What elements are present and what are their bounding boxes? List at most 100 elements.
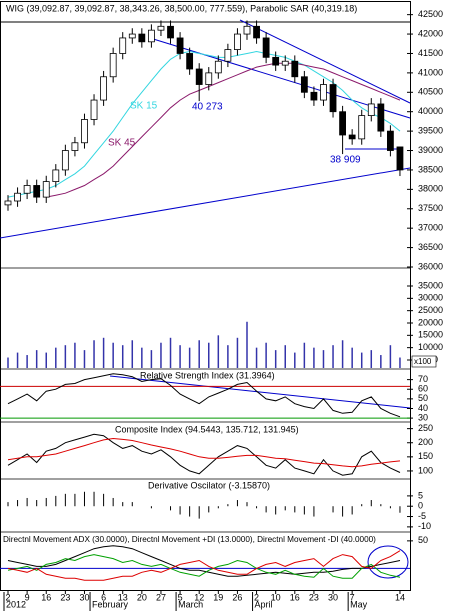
candle-body	[205, 72, 213, 85]
y-tick-label: 20000	[418, 317, 443, 327]
trend-line	[0, 167, 411, 239]
y-tick-label: 38500	[418, 164, 443, 174]
candle-body	[310, 91, 318, 101]
y-tick-label: 10000	[418, 342, 443, 352]
y-tick-label: 37500	[418, 203, 443, 213]
y-tick-label: 42000	[418, 28, 443, 38]
candle-body	[42, 181, 50, 198]
overlay-label: SK 15	[130, 101, 158, 112]
x-tick-label: 16	[290, 592, 300, 602]
panel-title: Directnl Movement ADX (30.0000), Directn…	[3, 535, 376, 544]
panel-title: Derivative Oscilator (-3.15870)	[148, 480, 270, 490]
x-tick-label: 5	[178, 592, 183, 602]
ci-line	[7, 437, 401, 468]
chart-title: WIG (39,092.87, 39,092.87, 38,343.26, 38…	[6, 3, 357, 13]
candle-body	[272, 56, 280, 66]
candle-body	[300, 76, 308, 93]
y-tick-label: 38000	[418, 184, 443, 194]
x-tick-label: 7	[350, 592, 355, 602]
y-tick-label: -5	[418, 511, 426, 521]
y-tick-label: 200	[418, 437, 433, 447]
y-tick-label: 40	[418, 403, 428, 413]
y-tick-label: 0	[418, 501, 423, 511]
candle-body	[281, 60, 289, 66]
moving-average	[46, 62, 401, 198]
plot-frame	[0, 1, 411, 591]
y-tick-label: 42500	[418, 9, 443, 19]
y-tick-label: 37000	[418, 223, 443, 233]
candle-body	[358, 115, 366, 140]
candle-body	[396, 146, 404, 171]
candle-body	[214, 60, 222, 74]
x-tick-label: 2	[254, 592, 259, 602]
y-tick-label: 5	[418, 490, 423, 500]
candle-body	[186, 53, 194, 70]
y-tick-label: 40500	[418, 87, 443, 97]
candle-body	[138, 33, 146, 43]
annotation: 40 273	[192, 102, 223, 113]
candle-body	[100, 76, 107, 101]
y-tick-label: -10	[418, 521, 431, 531]
candle-body	[195, 68, 203, 85]
y-tick-label: 25000	[418, 305, 443, 315]
panel-title: Relative Strength Index (31.3964)	[140, 370, 275, 380]
y-tick-label: 50	[418, 393, 428, 403]
candle-body	[224, 49, 232, 62]
x-tick-label: 2	[5, 592, 10, 602]
candle-body	[329, 84, 337, 113]
candle-body	[119, 37, 127, 54]
y-tick-label: 70	[418, 374, 428, 384]
month-label: March	[178, 599, 203, 609]
x-tick-label: 23	[309, 592, 319, 602]
candle-body	[157, 25, 165, 31]
y-tick-label: 60	[418, 384, 428, 394]
y-tick-label: 150	[418, 451, 433, 461]
candle-body	[367, 103, 375, 116]
x-tick-label: 10	[271, 592, 281, 602]
dmi-line	[7, 550, 401, 581]
candle-body	[377, 103, 385, 132]
y-tick-label: 15000	[418, 330, 443, 340]
y-tick-label: 36000	[418, 261, 443, 271]
candle-body	[14, 192, 21, 202]
x-tick-label: 16	[41, 592, 51, 602]
x-tick-label: 14	[395, 592, 405, 602]
y-tick-label: 40000	[418, 106, 443, 116]
y-tick-label: 39000	[418, 145, 443, 155]
annotation: 38 909	[330, 155, 361, 166]
candle-body	[348, 134, 356, 140]
panel-title: Composite Index (94.5443, 135.712, 131.9…	[115, 424, 299, 434]
candle-body	[253, 25, 260, 39]
month-label: May	[350, 599, 368, 609]
candle-body	[291, 60, 299, 78]
month-label: February	[92, 599, 129, 609]
candle-body	[61, 150, 69, 171]
candle-body	[262, 37, 270, 58]
dmi-line	[7, 554, 401, 579]
candle-body	[234, 33, 241, 50]
x-tick-label: 9	[25, 592, 30, 602]
month-label: 2012	[6, 599, 26, 609]
x-tick-label: 27	[156, 592, 166, 602]
x-tick-label: 13	[118, 592, 128, 602]
candle-body	[339, 111, 347, 136]
candle-body	[176, 37, 184, 54]
rsi-line	[7, 373, 401, 418]
dmi-line	[7, 545, 401, 577]
candle-body	[320, 84, 327, 101]
candle-body	[52, 169, 60, 182]
volume-unit: x100	[414, 357, 432, 366]
candle-body	[147, 29, 155, 43]
panel-separators	[0, 267, 410, 533]
candle-body	[167, 25, 174, 39]
x-tick-label: 19	[213, 592, 223, 602]
candle-body	[4, 200, 12, 206]
candle-body	[23, 185, 31, 194]
month-label: April	[255, 599, 273, 609]
trend-line	[149, 37, 411, 119]
y-tick-label: 30000	[418, 293, 443, 303]
x-tick-label: 23	[60, 592, 70, 602]
candle-body	[109, 53, 117, 78]
x-tick-label: 30	[79, 592, 89, 602]
